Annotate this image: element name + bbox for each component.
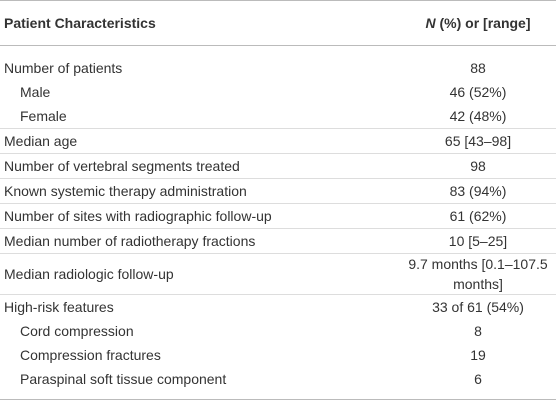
row-label: Number of vertebral segments treated	[4, 158, 240, 174]
row-label: Number of patients	[4, 60, 123, 76]
row-value: 6	[474, 371, 482, 387]
row-value: 33 of 61 (54%)	[432, 299, 524, 315]
row-label: Female	[20, 108, 67, 124]
header-cell: Patient Characteristics	[4, 15, 156, 31]
row-label: Median age	[4, 133, 78, 149]
table-row: Known systemic therapy administration 83 …	[0, 178, 556, 203]
table-row: Male 46 (52%)	[0, 80, 556, 104]
header-row: Patient Characteristics N (%) or [range]	[0, 1, 556, 46]
row-label: Median number of radiotherapy fractions	[4, 233, 256, 249]
table-body: Number of patients 88 Male 46 (52%) Female 42…	[0, 46, 556, 391]
table-row: Number of patients 88	[0, 56, 556, 80]
row-label: Male	[20, 84, 51, 100]
table-row: High-risk features 33 of 61 (54%)	[0, 294, 556, 319]
row-label: Known systemic therapy administration	[4, 183, 247, 199]
table-row: Cord compression 8	[0, 319, 556, 343]
row-value: 42 (48%)	[449, 108, 507, 124]
table-row: Median age 65 [43–98]	[0, 128, 556, 153]
table-row: Compression fractures 19	[0, 343, 556, 367]
row-value: 65 [43–98]	[444, 133, 512, 149]
row-value: 9.7 months [0.1–107.5 months]	[408, 256, 548, 292]
row-value: 88	[470, 60, 486, 76]
row-label: High-risk features	[4, 299, 114, 315]
row-value: 61 (62%)	[449, 208, 507, 224]
table-row: Paraspinal soft tissue component 6	[0, 367, 556, 391]
table-row: Female 42 (48%)	[0, 104, 556, 128]
row-value: 19	[470, 347, 486, 363]
row-value: 98	[470, 158, 486, 174]
row-value: 8	[474, 323, 482, 339]
header-cell: N (%) or [range]	[404, 13, 552, 33]
row-value: 46 (52%)	[449, 84, 507, 100]
row-label: Paraspinal soft tissue component	[20, 371, 227, 387]
table-row: Number of vertebral segments treated 98	[0, 153, 556, 178]
header-text: (%) or [range]	[439, 15, 531, 31]
row-label: Median radiologic follow-up	[4, 266, 174, 282]
header-italic: N	[425, 15, 436, 31]
table-row: Number of sites with radiographic follow…	[0, 203, 556, 228]
row-label: Number of sites with radiographic follow…	[4, 208, 272, 224]
row-label: Compression fractures	[20, 347, 161, 363]
row-value: 10 [5–25]	[448, 233, 508, 249]
row-value: 83 (94%)	[449, 183, 507, 199]
table-row: Median number of radiotherapy fractions 1…	[0, 228, 556, 253]
table-row: Median radiologic follow-up 9.7 months [0…	[0, 253, 556, 294]
row-label: Cord compression	[20, 323, 134, 339]
